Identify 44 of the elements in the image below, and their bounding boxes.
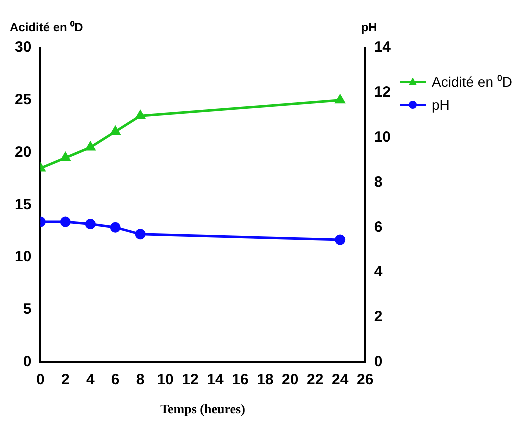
x-tick-label: 8	[136, 372, 145, 389]
point	[86, 142, 96, 151]
y-tick-label: 10	[14, 248, 32, 266]
x-tick-label: 26	[356, 372, 374, 389]
y-tick-label: 25	[14, 92, 32, 109]
point	[336, 95, 346, 104]
x-tick-label: 10	[157, 372, 174, 389]
legend-label: Acidité en ⁰D	[432, 73, 512, 91]
x-tick-label: 22	[307, 372, 324, 389]
x-tick-label: 6	[111, 372, 120, 389]
x-tick-label: 0	[36, 372, 45, 389]
y-tick-label: 15	[14, 196, 32, 214]
x-tick-label: 24	[332, 372, 350, 389]
y-tick-label: 0	[23, 354, 32, 371]
y2-tick-label: 8	[374, 174, 383, 191]
x-tick-label: 12	[182, 372, 199, 389]
y2-tick-label: 2	[374, 308, 383, 326]
y2-tick-label: 0	[374, 354, 383, 371]
point	[335, 234, 346, 246]
x-tick-label: 20	[282, 372, 299, 389]
y2-axis-title: pH	[361, 20, 378, 34]
y-tick-label: 20	[14, 144, 32, 161]
y-tick-label: 5	[23, 301, 32, 318]
y2-tick-label: 10	[374, 128, 392, 146]
y-axis-title: Acidité en ⁰D	[10, 20, 84, 34]
x-tick-label: 4	[86, 372, 96, 389]
point	[135, 229, 146, 240]
x-tick-label: 16	[232, 372, 249, 389]
point	[60, 152, 70, 162]
point	[60, 216, 71, 228]
y2-tick-label: 12	[374, 84, 392, 102]
point	[110, 222, 121, 233]
y2-tick-label: 6	[374, 218, 383, 236]
x-tick-label: 14	[207, 372, 224, 389]
legend-label: pH	[432, 97, 450, 113]
y-tick-label: 30	[14, 39, 32, 56]
y2-tick-label: 4	[374, 264, 384, 281]
x-tick-label: 2	[61, 372, 70, 389]
point	[110, 126, 120, 136]
y2-tick-label: 14	[374, 39, 392, 56]
x-tick-label: 18	[257, 372, 274, 389]
point	[136, 110, 146, 120]
x-axis-title: Temps (heures)	[160, 402, 246, 417]
point	[85, 219, 96, 230]
